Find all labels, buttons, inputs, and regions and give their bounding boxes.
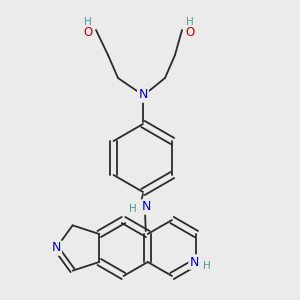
Text: H: H <box>203 261 211 271</box>
Text: N: N <box>190 256 199 268</box>
Text: H: H <box>129 204 137 214</box>
Text: N: N <box>141 200 151 214</box>
Text: N: N <box>138 88 148 101</box>
Text: N: N <box>52 242 61 254</box>
Text: H: H <box>186 17 194 27</box>
Text: O: O <box>185 26 195 38</box>
Text: H: H <box>84 17 92 27</box>
Text: O: O <box>83 26 93 38</box>
